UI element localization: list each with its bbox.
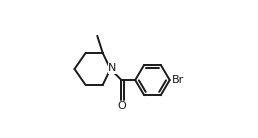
Text: Br: Br	[172, 75, 184, 85]
Text: O: O	[117, 101, 126, 111]
Text: N: N	[108, 63, 117, 73]
